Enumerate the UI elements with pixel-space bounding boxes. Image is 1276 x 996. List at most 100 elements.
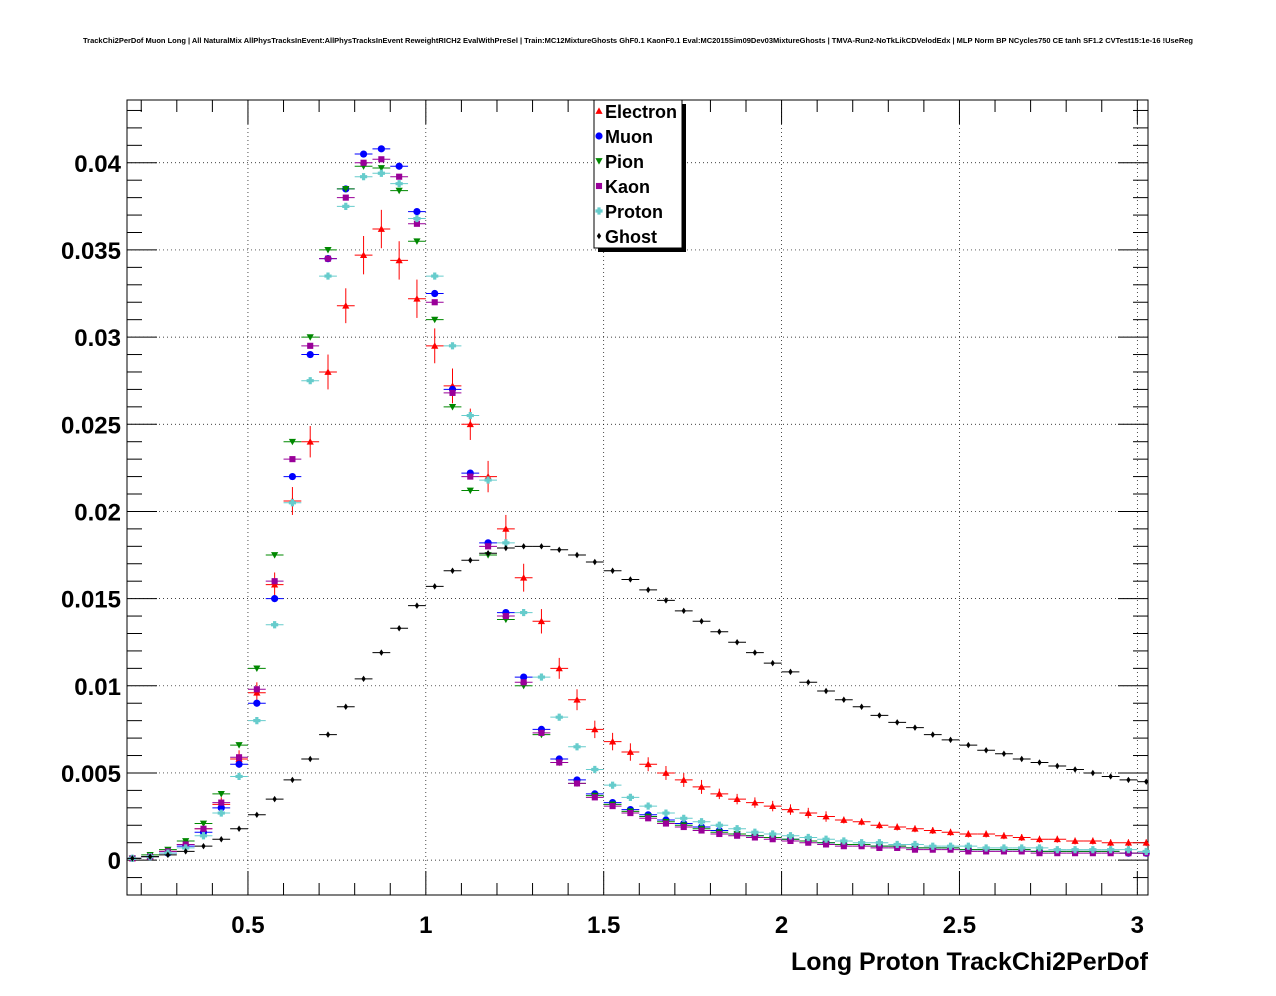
- legend-marker-pion: [595, 158, 603, 165]
- data-point-electron: [964, 830, 972, 837]
- data-point-muon: [520, 673, 528, 681]
- data-point-kaon: [342, 194, 349, 201]
- data-point-ghost: [681, 607, 686, 615]
- data-point-electron: [751, 798, 759, 806]
- data-point-proton: [1107, 846, 1115, 854]
- data-point-electron: [1035, 835, 1044, 843]
- data-point-ghost: [165, 851, 171, 859]
- data-point-pion: [235, 742, 243, 749]
- data-point-pion: [413, 238, 421, 245]
- legend-marker-ghost: [596, 232, 602, 240]
- data-point-ghost: [147, 853, 153, 860]
- data-point-proton: [324, 272, 332, 280]
- data-point-kaon: [787, 837, 794, 845]
- data-point-ghost: [806, 679, 811, 686]
- data-point-kaon: [609, 803, 616, 810]
- data-point-muon: [395, 162, 403, 170]
- y-tick-labels: 0 0.005 0.01 0.015 0.02 0.025 0.03 0.035 0.04: [61, 151, 122, 875]
- data-point-electron: [395, 256, 403, 264]
- data-point-proton: [626, 793, 634, 801]
- series-layer: [127, 145, 1150, 862]
- data-point-electron: [680, 776, 688, 783]
- data-point-electron: [377, 225, 385, 232]
- data-point-ghost: [521, 543, 526, 550]
- data-point-pion: [217, 791, 225, 798]
- data-point-electron: [644, 760, 652, 768]
- data-point-ghost: [361, 675, 366, 683]
- data-point-electron: [573, 696, 581, 703]
- data-point-kaon: [591, 794, 598, 801]
- x-tick-label: 2.5: [943, 912, 976, 939]
- data-point-kaon: [413, 220, 420, 227]
- data-point-ghost: [592, 558, 597, 566]
- data-point-proton: [893, 840, 901, 849]
- data-point-pion: [377, 165, 385, 172]
- y-tick-label: 0.04: [74, 151, 121, 178]
- data-point-electron: [1089, 837, 1097, 844]
- data-point-proton: [431, 272, 439, 280]
- data-point-ghost: [646, 586, 651, 594]
- data-point-ghost: [1055, 762, 1060, 770]
- data-point-ghost: [948, 736, 953, 744]
- data-point-kaon: [360, 159, 367, 166]
- data-point-electron: [342, 302, 350, 309]
- data-point-proton: [858, 839, 866, 847]
- data-point-ghost: [308, 755, 313, 763]
- data-point-ghost: [1037, 759, 1042, 766]
- data-point-proton: [1142, 847, 1150, 856]
- data-point-ghost: [539, 543, 544, 550]
- data-point-ghost: [396, 625, 402, 632]
- legend-marker-muon: [595, 132, 603, 140]
- data-point-proton: [235, 772, 243, 781]
- data-point-ghost: [770, 659, 775, 667]
- data-point-electron: [1053, 835, 1061, 843]
- legend-entries: Electron Muon Pion Kaon Proton Ghost: [595, 102, 677, 247]
- data-point-proton: [502, 539, 510, 547]
- data-point-muon: [271, 595, 279, 603]
- data-point-ghost: [1108, 773, 1113, 780]
- data-point-proton: [733, 825, 741, 833]
- data-point-kaon: [200, 825, 207, 832]
- legend-marker-electron: [595, 107, 603, 114]
- legend-label-proton: Proton: [605, 202, 663, 222]
- data-point-ghost: [1072, 766, 1078, 773]
- data-point-kaon: [645, 815, 652, 822]
- data-point-muon: [377, 145, 385, 153]
- data-point-proton: [929, 842, 937, 850]
- data-point-kaon: [698, 827, 705, 834]
- data-point-ghost: [183, 848, 188, 855]
- data-point-muon: [217, 804, 225, 812]
- data-point-muon: [359, 150, 368, 158]
- data-point-proton: [377, 169, 385, 177]
- data-point-kaon: [769, 836, 776, 843]
- data-point-proton: [1089, 846, 1097, 854]
- data-point-proton: [1053, 846, 1061, 854]
- data-point-kaon: [449, 389, 456, 396]
- data-point-pion: [199, 820, 208, 828]
- data-point-kaon: [1036, 850, 1043, 857]
- legend-marker-kaon: [595, 182, 603, 190]
- data-point-ghost: [895, 719, 900, 726]
- data-point-kaon: [218, 799, 225, 806]
- data-point-ghost: [699, 618, 704, 625]
- data-point-kaon: [734, 832, 741, 839]
- data-point-ghost: [610, 567, 615, 574]
- data-point-ghost: [325, 731, 331, 738]
- data-point-proton: [217, 809, 225, 817]
- y-tick-label: 0.035: [61, 238, 121, 265]
- data-point-kaon: [965, 848, 972, 855]
- data-point-electron: [769, 802, 777, 809]
- data-point-kaon: [520, 679, 527, 686]
- data-point-electron: [324, 368, 332, 375]
- data-point-electron: [591, 725, 599, 733]
- data-point-proton: [715, 821, 723, 829]
- y-tick-label: 0.005: [61, 761, 121, 788]
- data-point-ghost: [574, 551, 580, 559]
- data-point-kaon: [378, 156, 385, 163]
- data-point-kaon: [911, 846, 919, 853]
- data-point-electron: [786, 805, 795, 813]
- legend-label-kaon: Kaon: [605, 177, 650, 197]
- data-point-proton: [804, 833, 812, 842]
- data-point-kaon: [751, 834, 758, 841]
- data-point-muon: [413, 207, 421, 216]
